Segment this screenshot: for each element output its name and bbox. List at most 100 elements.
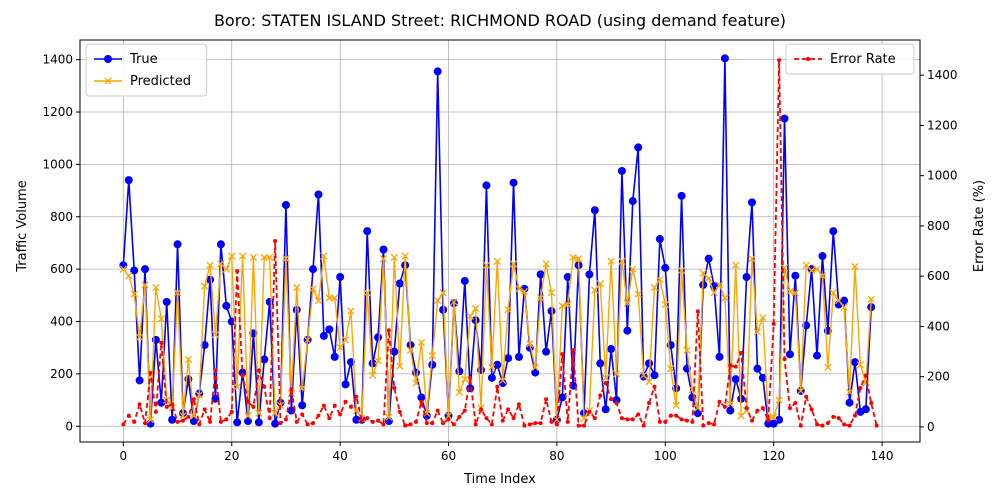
error-point bbox=[565, 419, 570, 424]
predicted-point bbox=[504, 306, 512, 314]
predicted-point bbox=[813, 265, 821, 273]
error-point bbox=[451, 422, 456, 427]
error-point bbox=[804, 394, 809, 399]
predicted-point bbox=[623, 299, 632, 307]
predicted-point bbox=[645, 378, 653, 386]
true-point bbox=[536, 270, 545, 279]
true-point bbox=[585, 270, 594, 279]
error-point bbox=[603, 380, 608, 385]
error-point bbox=[717, 399, 722, 404]
error-point bbox=[809, 407, 814, 412]
true-point bbox=[607, 345, 616, 354]
predicted-point bbox=[271, 409, 279, 417]
error-point bbox=[153, 409, 158, 414]
true-point bbox=[162, 297, 171, 306]
error-point bbox=[283, 417, 288, 422]
true-point bbox=[325, 325, 334, 334]
predicted-point bbox=[775, 396, 783, 404]
legend-marker bbox=[806, 57, 810, 61]
error-point bbox=[847, 423, 852, 428]
error-point bbox=[571, 348, 576, 353]
error-point bbox=[148, 370, 153, 375]
error-point bbox=[321, 403, 326, 408]
y-tick-label: 200 bbox=[50, 367, 73, 381]
predicted-point bbox=[856, 361, 865, 369]
error-point bbox=[430, 421, 435, 426]
predicted-point bbox=[190, 412, 198, 420]
true-point bbox=[514, 352, 523, 361]
predicted-point bbox=[672, 401, 680, 409]
true-point bbox=[748, 198, 756, 207]
predicted-point bbox=[428, 351, 436, 360]
error-point bbox=[289, 387, 294, 392]
predicted-point bbox=[797, 387, 805, 395]
predicted-point bbox=[439, 289, 447, 297]
true-point bbox=[298, 401, 307, 410]
true-point bbox=[281, 200, 290, 209]
y2-tick-label: 800 bbox=[927, 219, 950, 233]
error-point bbox=[403, 423, 408, 428]
true-point bbox=[563, 273, 572, 282]
error-point bbox=[701, 423, 706, 428]
true-point bbox=[542, 347, 551, 356]
error-point bbox=[533, 421, 538, 426]
y2-tick-label: 0 bbox=[927, 420, 935, 434]
y-tick-label: 1200 bbox=[42, 105, 73, 119]
error-point bbox=[278, 421, 283, 426]
error-point bbox=[695, 309, 700, 314]
true-point bbox=[531, 368, 540, 377]
true-point bbox=[742, 273, 751, 282]
predicted-point bbox=[455, 388, 464, 396]
predicted-point bbox=[244, 412, 252, 420]
error-point bbox=[522, 423, 527, 428]
true-point bbox=[379, 245, 388, 254]
true-point bbox=[119, 261, 128, 270]
predicted-point bbox=[396, 362, 404, 370]
predicted-point bbox=[401, 252, 409, 260]
y-tick-label: 800 bbox=[50, 210, 73, 224]
error-point bbox=[256, 368, 261, 373]
true-series bbox=[119, 54, 876, 428]
predicted-point bbox=[542, 260, 550, 268]
predicted-point bbox=[341, 336, 350, 344]
predicted-point bbox=[591, 286, 599, 294]
y-tick-label: 1400 bbox=[42, 53, 73, 67]
error-point bbox=[446, 417, 451, 422]
predicted-point bbox=[434, 296, 442, 305]
x-axis-label: Time Index bbox=[463, 472, 536, 487]
true-point bbox=[292, 305, 301, 314]
error-point bbox=[820, 423, 825, 428]
axes: 0 20 40 60 80 100 120 1400200400600800100012001… bbox=[42, 53, 957, 463]
error-point bbox=[787, 406, 792, 411]
error-point bbox=[213, 368, 218, 373]
error-point bbox=[468, 375, 473, 380]
error-point bbox=[354, 394, 359, 399]
predicted-point bbox=[509, 260, 518, 268]
predicted-point bbox=[835, 296, 843, 305]
error-point bbox=[592, 416, 597, 421]
error-point bbox=[381, 422, 386, 427]
true-point bbox=[173, 240, 182, 249]
predicted-point bbox=[531, 363, 539, 372]
plot-area-frame bbox=[79, 39, 921, 443]
error-point bbox=[598, 393, 603, 398]
true-point bbox=[439, 305, 448, 314]
error-point bbox=[473, 422, 478, 427]
error-point bbox=[657, 419, 662, 424]
predicted-point bbox=[412, 379, 420, 387]
chart-title: Boro: STATEN ISLAND Street: RICHMOND ROA… bbox=[214, 11, 786, 30]
predicted-point bbox=[748, 255, 756, 263]
true-point bbox=[715, 352, 724, 361]
predicted-point bbox=[634, 290, 642, 298]
predicted-point bbox=[238, 252, 247, 260]
error-point bbox=[462, 408, 467, 413]
error-point bbox=[712, 422, 717, 427]
error-point bbox=[479, 407, 484, 412]
error-point bbox=[365, 416, 370, 421]
true-point bbox=[498, 379, 507, 388]
error-point bbox=[587, 409, 592, 414]
true-point bbox=[634, 143, 643, 152]
predicted-point bbox=[499, 376, 507, 385]
predicted-point bbox=[119, 265, 128, 273]
